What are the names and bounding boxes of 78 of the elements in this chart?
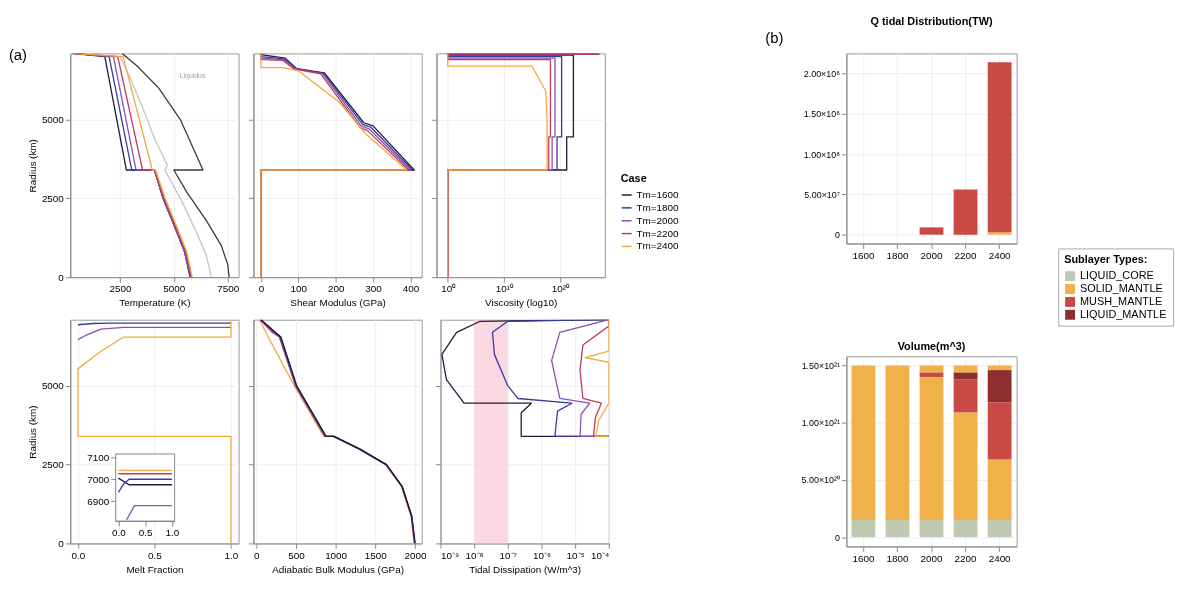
x-tick-label: 0 [258, 283, 265, 295]
y-tick-label: 6900 [87, 495, 110, 507]
x-tick-label: 1800 [886, 249, 909, 261]
y-tick-label: 1.50×10²¹ [801, 360, 840, 371]
legend-label: Tm=1600 [636, 188, 680, 200]
x-tick-label: 10⁻⁸ [465, 549, 484, 561]
x-tick-label: 0.0 [112, 527, 127, 539]
x-tick-label: 0.0 [71, 549, 86, 561]
y-tick-label: 5000 [41, 114, 65, 126]
x-tick-label: 1.0 [165, 527, 180, 539]
y-tick-label: 0 [58, 271, 65, 283]
x-tick-label: 300 [365, 283, 383, 295]
text: (b) [765, 29, 784, 46]
x-tick-label: 0 [254, 549, 261, 561]
chart-title: Volume(m^3) [897, 340, 966, 353]
x-axis-title: Tidal Dissipation (W/m^3) [469, 563, 582, 575]
y-axis-title: Radius (km) [26, 405, 38, 459]
x-tick-label: 2400 [988, 249, 1012, 261]
legend-label: LIQUID_MANTLE [1080, 307, 1167, 320]
y-tick-label: 2.00×10⁸ [803, 69, 841, 80]
x-tick-label: 400 [402, 283, 420, 295]
x-tick-label: 7500 [217, 283, 240, 295]
x-tick-label: 2200 [954, 249, 978, 261]
legend-label: LIQUID_CORE [1080, 269, 1154, 282]
x-axis-title: Adiabatic Bulk Modulus (GPa) [272, 563, 404, 575]
x-tick-label: 0.5 [148, 549, 163, 561]
x-tick-label: 10⁻⁷ [499, 549, 518, 561]
text: (a) [8, 47, 28, 64]
legend-label: Tm=1800 [636, 201, 680, 213]
y-tick-label: 5000 [41, 380, 65, 392]
x-tick-label: 2000 [920, 249, 944, 261]
y-tick-label: 0 [835, 230, 840, 241]
y-tick-label: 2500 [41, 459, 65, 471]
x-tick-label: 100 [290, 283, 308, 295]
x-tick-label: 10⁻⁵ [566, 549, 585, 561]
x-tick-label: 2000 [404, 549, 427, 561]
x-tick-label: 2200 [954, 552, 978, 564]
legend-label: SOLID_MANTLE [1080, 281, 1163, 294]
x-tick-label: 1000 [325, 549, 348, 561]
x-tick-label: 1500 [364, 549, 388, 561]
x-tick-label: 1.0 [224, 549, 239, 561]
legend-title: Case [620, 172, 647, 185]
x-tick-label: 1800 [886, 552, 909, 564]
x-tick-label: 10⁻⁹ [441, 549, 460, 561]
legend-title: Sublayer Types: [1064, 253, 1148, 266]
x-tick-label: 2500 [109, 283, 132, 295]
y-tick-label: 7100 [87, 451, 110, 463]
y-tick-label: 5.00×10²⁰ [801, 475, 840, 486]
x-tick-label: 10⁻⁴ [591, 549, 610, 561]
x-tick-label: 200 [327, 283, 345, 295]
x-tick-label: 5000 [163, 283, 186, 295]
y-tick-label: 1.00×10⁸ [803, 149, 841, 160]
x-tick-label: 10¹⁰ [495, 283, 514, 295]
y-tick-label: 5.00×10⁷ [804, 189, 840, 200]
x-tick-label: 2000 [920, 552, 944, 564]
legend-label: Tm=2200 [636, 227, 680, 239]
chart-title: Q tidal Distribution(TW) [870, 14, 993, 27]
y-tick-label: 0 [58, 537, 65, 549]
x-tick-label: 0.5 [138, 527, 154, 539]
x-axis-title: Shear Modulus (GPa) [290, 297, 386, 309]
y-axis-title: Radius (km) [26, 139, 38, 193]
x-axis-title: Viscosity (log10) [485, 297, 558, 309]
x-tick-label: 500 [288, 549, 306, 561]
y-tick-label: 2500 [41, 192, 65, 204]
x-tick-label: 2400 [988, 552, 1012, 564]
x-tick-label: 10⁰ [441, 283, 457, 295]
y-tick-label: 1.00×10²¹ [801, 418, 840, 429]
x-tick-label: 1600 [852, 552, 875, 564]
x-tick-label: 10²⁰ [551, 283, 571, 295]
y-tick-label: 7000 [87, 473, 110, 485]
legend-label: Tm=2400 [636, 240, 680, 252]
y-tick-label: 1.50×10⁸ [803, 109, 841, 120]
x-axis-title: Melt Fraction [126, 563, 184, 575]
x-tick-label: 10⁻⁶ [532, 549, 552, 561]
legend-label: Tm=2000 [636, 214, 680, 226]
x-tick-label: 1600 [852, 249, 875, 261]
legend-label: MUSH_MANTLE [1080, 294, 1163, 307]
x-axis-title: Temperature (K) [119, 297, 191, 309]
